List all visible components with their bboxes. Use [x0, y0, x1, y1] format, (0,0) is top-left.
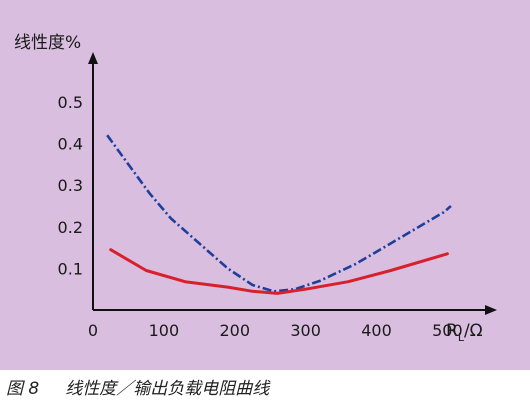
x-axis-title-subscript: L: [458, 331, 465, 344]
figure-caption-text: 线性度／输出负载电阻曲线: [65, 379, 270, 399]
dashed-series-line: [106, 134, 452, 293]
figure-caption: 图 8 线性度／输出负载电阻曲线: [6, 374, 269, 404]
y-axis-arrow: [88, 52, 98, 64]
y-tick-label: 0.1: [58, 259, 83, 278]
x-axis-title-unit: /Ω: [464, 321, 483, 341]
y-tick-label: 0.2: [58, 218, 83, 237]
chart-panel: 0 100 200 300 400 500 0.1 0.2 0.3 0.4 0.5 线性度% RL/…: [0, 0, 530, 370]
y-tick-label: 0.4: [58, 135, 83, 154]
y-axis-title: 线性度%: [14, 33, 81, 53]
x-tick-label: 0: [88, 321, 98, 340]
x-tick-label: 200: [219, 321, 250, 340]
figure-number: 图 8: [6, 379, 40, 399]
solid-series-line: [109, 248, 449, 295]
x-axis-title: RL/Ω: [446, 321, 483, 344]
chart: 0 100 200 300 400 500 0.1 0.2 0.3 0.4 0.5 线性度% RL/…: [14, 33, 497, 344]
y-tick-label: 0.3: [58, 176, 83, 195]
x-axis-title-main: R: [446, 321, 458, 341]
x-tick-label: 100: [149, 321, 180, 340]
x-tick-label: 400: [361, 321, 392, 340]
x-tick-label: 300: [290, 321, 321, 340]
x-axis-arrow: [485, 305, 497, 315]
y-tick-label: 0.5: [58, 93, 83, 112]
x-tick-label: 500: [432, 321, 463, 340]
